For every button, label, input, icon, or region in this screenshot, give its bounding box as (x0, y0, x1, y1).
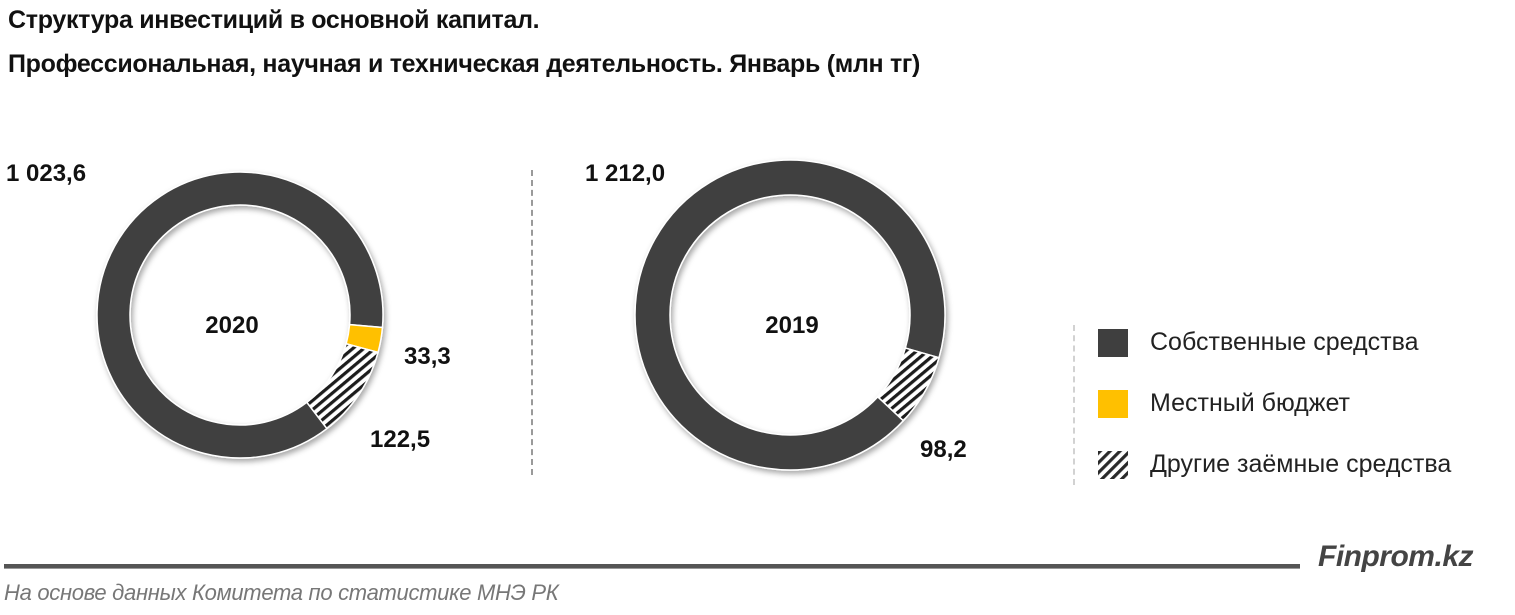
legend-swatch-own (1098, 328, 1128, 357)
center-label-2020: 2020 (205, 312, 259, 339)
brand-logo[interactable]: Finprom.kz (1318, 540, 1474, 573)
chart-divider (531, 170, 533, 475)
label-2020-other: 122,5 (370, 426, 431, 453)
segment-other (305, 342, 379, 430)
legend-divider (1073, 325, 1075, 485)
legend-item-other: Другие заёмные средства (1098, 450, 1451, 479)
legend-swatch-hatched (1098, 450, 1128, 479)
legend-swatch-local (1098, 389, 1128, 418)
label-2019-own: 1 212,0 (585, 160, 666, 187)
legend-label-other: Другие заёмные средства (1150, 450, 1452, 478)
label-2020-own: 1 023,6 (6, 160, 87, 187)
label-2019-other: 98,2 (920, 436, 967, 463)
donut-2019 (634, 159, 946, 471)
legend-item-local: Местный бюджет (1098, 389, 1350, 418)
segment-other (876, 347, 940, 422)
segment-own (634, 159, 946, 471)
center-label-2019: 2019 (765, 312, 819, 339)
chart-title-line1: Структура инвестиций в основной капитал. (8, 6, 540, 34)
source-note: На основе данных Комитета по статистике … (4, 580, 559, 605)
chart-title-line2: Профессиональная, научная и техническая … (8, 50, 921, 78)
segment-own (96, 171, 384, 459)
footer-rule (4, 564, 1300, 569)
legend-label-own: Собственные средства (1150, 328, 1419, 356)
label-2020-local: 33,3 (404, 343, 451, 370)
donut-2020 (96, 171, 384, 459)
legend-item-own: Собственные средства (1098, 328, 1418, 357)
legend-label-local: Местный бюджет (1150, 389, 1350, 417)
